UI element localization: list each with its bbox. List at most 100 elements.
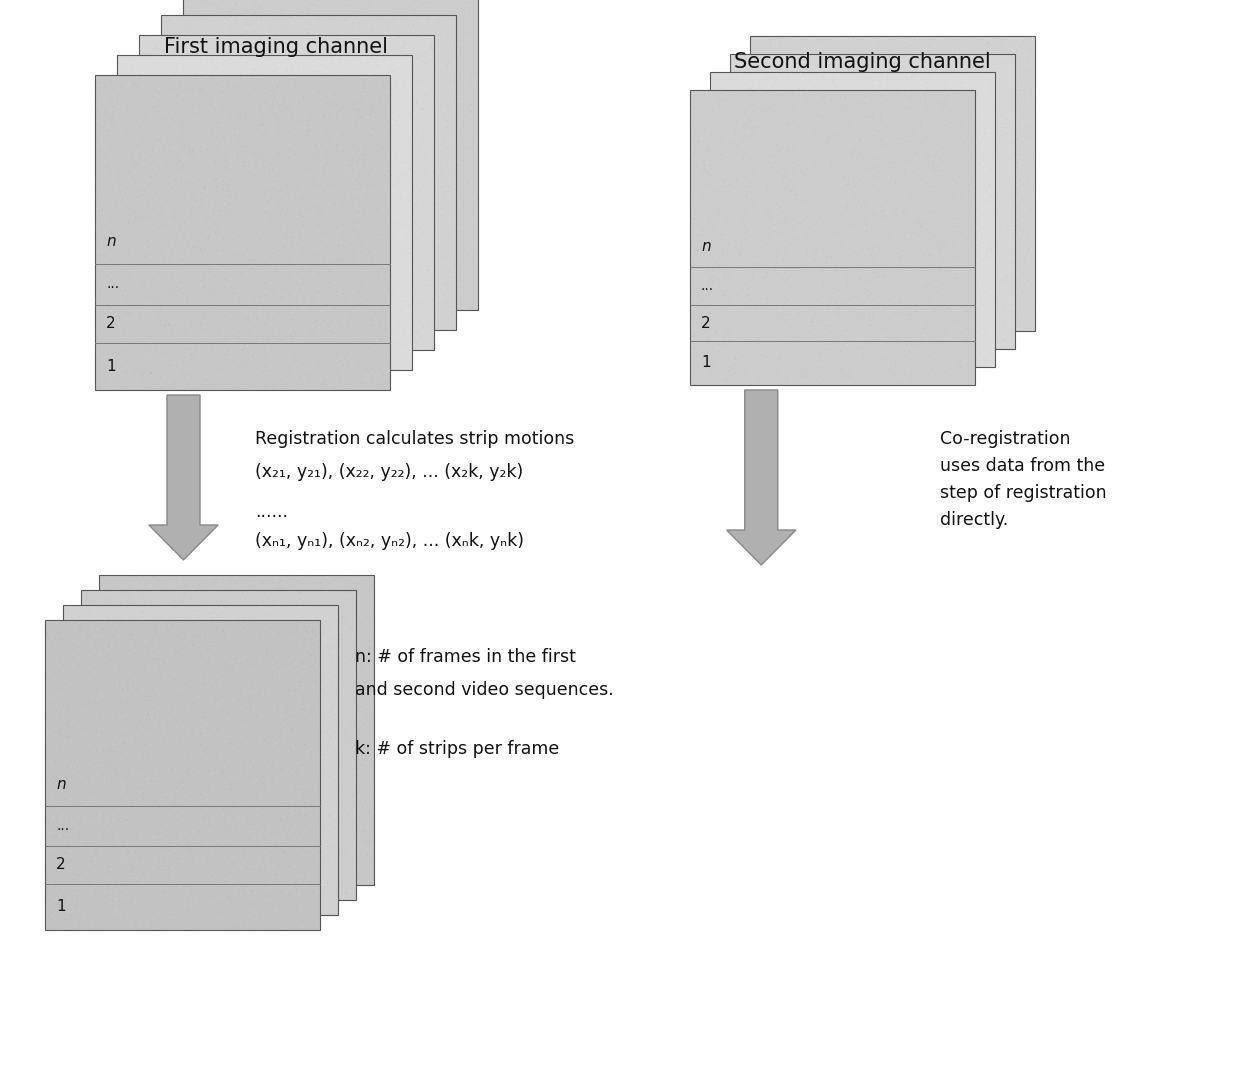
Point — [337, 793, 357, 810]
Point — [920, 175, 940, 192]
Point — [761, 288, 781, 306]
Point — [322, 109, 342, 126]
Point — [722, 131, 742, 148]
Point — [355, 68, 374, 85]
Point — [753, 107, 773, 124]
Point — [961, 165, 981, 183]
Point — [310, 260, 330, 278]
Point — [288, 215, 308, 232]
Point — [324, 791, 343, 808]
Point — [911, 203, 931, 220]
Point — [816, 192, 836, 210]
Point — [253, 721, 273, 739]
Point — [275, 53, 295, 70]
Point — [91, 786, 110, 804]
Point — [873, 195, 893, 213]
Point — [816, 242, 836, 259]
Point — [748, 116, 768, 133]
Point — [780, 120, 800, 137]
Point — [200, 723, 219, 740]
Point — [249, 159, 269, 176]
Point — [232, 4, 252, 22]
Point — [289, 239, 309, 256]
Point — [753, 264, 773, 281]
Point — [959, 125, 978, 143]
Point — [279, 717, 299, 734]
Point — [269, 167, 289, 185]
Point — [119, 860, 139, 877]
Point — [102, 616, 122, 633]
Point — [758, 316, 777, 334]
Point — [322, 38, 342, 55]
Point — [934, 256, 954, 273]
Point — [185, 600, 205, 618]
Point — [264, 578, 284, 595]
Point — [970, 283, 990, 300]
Point — [378, 119, 398, 136]
Point — [311, 131, 331, 148]
Point — [962, 327, 982, 345]
Point — [320, 742, 340, 759]
Point — [98, 663, 118, 680]
Point — [100, 914, 120, 931]
Point — [154, 208, 174, 226]
Point — [112, 200, 131, 217]
Point — [202, 672, 222, 689]
Point — [42, 744, 62, 761]
Point — [831, 207, 851, 225]
Point — [914, 327, 934, 345]
Point — [339, 866, 358, 883]
Point — [748, 124, 768, 141]
Point — [393, 87, 413, 105]
Point — [309, 44, 329, 62]
Point — [278, 162, 298, 179]
Point — [232, 153, 252, 171]
Point — [372, 222, 392, 240]
Point — [197, 55, 217, 72]
Point — [135, 691, 155, 708]
Point — [913, 318, 932, 335]
Point — [200, 772, 219, 789]
Point — [201, 42, 221, 59]
Point — [378, 200, 398, 217]
Point — [184, 66, 203, 83]
Point — [413, 171, 433, 188]
Point — [286, 569, 306, 586]
Point — [203, 66, 223, 83]
Point — [232, 747, 252, 765]
Point — [258, 764, 278, 781]
Point — [779, 241, 799, 258]
Point — [792, 311, 812, 328]
Point — [203, 600, 223, 618]
Point — [936, 283, 956, 300]
Point — [257, 808, 277, 825]
Point — [273, 9, 293, 26]
Point — [800, 102, 820, 119]
Point — [709, 105, 729, 122]
Point — [387, 249, 407, 267]
Point — [176, 791, 196, 808]
Point — [164, 133, 184, 150]
Point — [704, 134, 724, 151]
Point — [946, 108, 966, 125]
Point — [352, 124, 372, 141]
Point — [291, 745, 311, 762]
Point — [285, 244, 305, 261]
Point — [794, 205, 813, 222]
Point — [308, 654, 327, 672]
Point — [983, 313, 1003, 330]
Point — [125, 864, 145, 881]
Point — [186, 224, 206, 241]
Point — [309, 58, 329, 76]
Point — [915, 211, 935, 228]
Point — [321, 62, 341, 79]
Point — [155, 301, 175, 319]
Point — [191, 882, 211, 900]
Point — [198, 623, 218, 640]
Point — [283, 67, 303, 84]
Point — [155, 594, 175, 611]
Point — [223, 121, 243, 138]
Point — [853, 119, 873, 136]
Point — [928, 229, 947, 246]
Point — [895, 186, 915, 203]
